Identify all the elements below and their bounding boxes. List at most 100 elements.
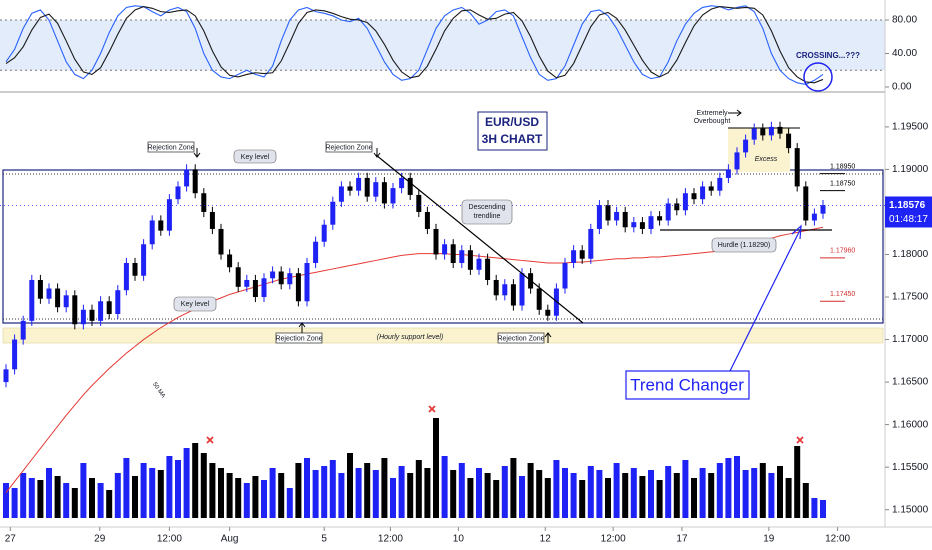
candle-body	[106, 301, 112, 315]
volume-bar	[708, 473, 715, 518]
volume-bar	[656, 480, 663, 518]
volume-bar	[329, 460, 336, 518]
candle-body	[811, 213, 817, 221]
volume-bar	[699, 468, 706, 518]
volume-bar	[725, 458, 732, 518]
stoch-line	[5, 5, 824, 86]
candle-body	[373, 182, 379, 197]
volume-bar	[398, 466, 405, 518]
x-tick-label: 12:00	[601, 534, 626, 545]
label-box	[325, 141, 373, 153]
candle-body	[244, 280, 250, 287]
candle-body	[571, 250, 577, 263]
candle-body	[166, 199, 172, 231]
annotation: Rejection Zone	[497, 335, 544, 342]
volume-bar	[20, 473, 27, 518]
volume-bar	[441, 456, 448, 518]
x-marker	[796, 436, 804, 444]
candle-body	[450, 244, 456, 263]
x-tick-label: 12:00	[378, 534, 403, 545]
volume-bar	[381, 458, 388, 518]
candle-body	[691, 193, 697, 200]
candle-body	[777, 126, 783, 134]
candle-body	[674, 203, 680, 211]
candle-body	[717, 177, 723, 191]
candle-body	[149, 220, 155, 245]
x-tick-label: 17	[676, 534, 688, 545]
volume-bar	[243, 483, 250, 518]
volume-bar	[278, 473, 285, 518]
volume-bar	[3, 483, 9, 518]
candle-body	[313, 241, 319, 263]
candle-body	[381, 182, 387, 204]
candle-body	[786, 133, 792, 149]
annotation: Key level	[241, 154, 270, 161]
candle-body	[820, 205, 826, 214]
candle-body	[803, 186, 809, 221]
candle-body	[459, 250, 465, 263]
volume-bar	[89, 478, 95, 518]
level-label: 1.18750	[830, 181, 855, 188]
key-level-box	[2, 169, 884, 324]
annotation: Descending	[469, 204, 506, 211]
volume-bar	[321, 466, 328, 518]
candle-body	[794, 148, 800, 187]
label-bubble	[233, 149, 277, 164]
volume-bar	[716, 463, 723, 518]
candle-body	[433, 228, 439, 255]
candle-body	[467, 250, 473, 270]
y-tick-label: 1.19000	[892, 164, 929, 175]
y-tick-label: 1.18000	[892, 249, 929, 260]
volume-bar	[484, 473, 491, 518]
volume-bar	[648, 470, 654, 518]
candle-body	[63, 295, 69, 308]
candle-body	[123, 262, 129, 291]
volume-bar	[71, 488, 78, 518]
candle-body	[476, 258, 482, 270]
candle-body	[209, 211, 215, 229]
volume-bar	[742, 470, 749, 518]
candle-body	[485, 258, 491, 281]
volume-bar	[46, 468, 52, 518]
x-tick-label: 29	[94, 534, 106, 545]
volume-bar	[794, 446, 801, 518]
volume-bar	[613, 463, 620, 518]
x-marker	[428, 405, 436, 413]
stoch-band	[0, 20, 885, 71]
arrow	[729, 224, 802, 372]
volume-bar	[63, 483, 70, 518]
volume-bar	[252, 476, 259, 518]
candle-body	[270, 271, 276, 279]
volume-bar	[347, 453, 353, 518]
volume-bar	[596, 470, 603, 518]
volume-bar	[751, 468, 758, 518]
candle-body	[330, 201, 336, 225]
volume-bar	[605, 478, 611, 518]
volume-bar	[785, 478, 792, 518]
x-tick-label: 12:00	[825, 534, 850, 545]
volume-bar	[364, 463, 371, 518]
volume-bar	[734, 456, 740, 518]
candle-body	[321, 224, 327, 242]
volume-bar	[80, 463, 87, 518]
candle-body	[235, 267, 241, 287]
trend-changer-box	[625, 370, 750, 400]
volume-bar	[682, 460, 689, 518]
ma-line	[5, 226, 824, 493]
label-box	[147, 141, 195, 153]
volume-bar	[536, 470, 543, 518]
volume-bar	[11, 488, 18, 518]
volume-bar	[218, 468, 224, 518]
candle-body	[493, 280, 499, 296]
last-price-tag	[885, 196, 932, 228]
candle-body	[287, 273, 293, 285]
annotation: trendline	[474, 213, 501, 220]
volume-bar	[639, 476, 646, 518]
candle-body	[536, 288, 542, 310]
candle-body	[252, 280, 258, 298]
candle-body	[743, 139, 749, 153]
candle-body	[510, 284, 516, 306]
candle-body	[605, 205, 611, 221]
candle-body	[347, 186, 353, 191]
volume-bar	[372, 470, 379, 518]
